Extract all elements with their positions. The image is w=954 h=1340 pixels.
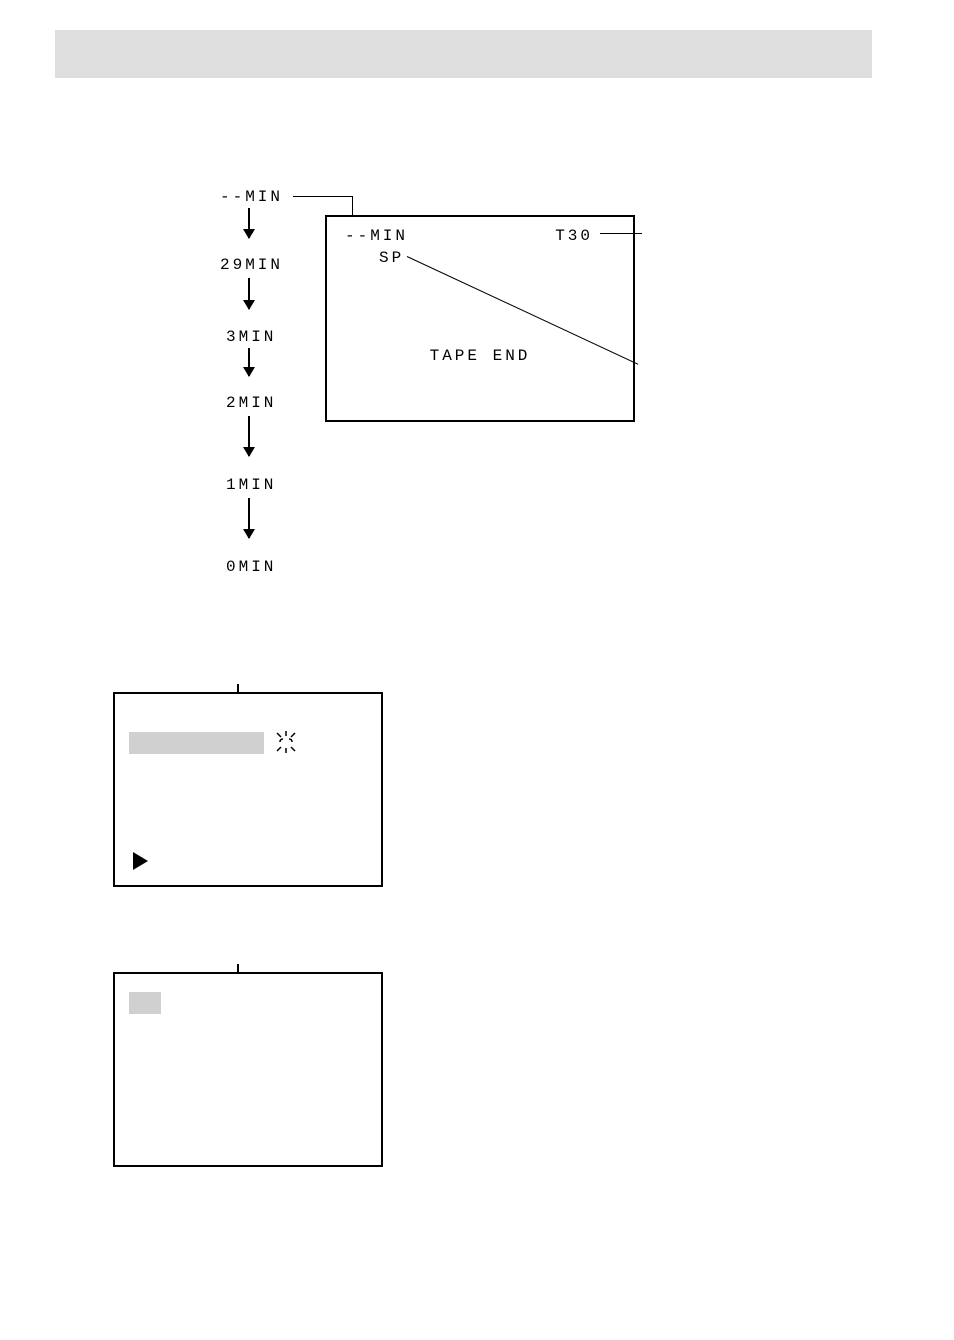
countdown-item: 1MIN	[226, 476, 276, 494]
display-top-left: --MIN	[345, 227, 408, 245]
panel-1	[113, 692, 383, 887]
down-arrow	[248, 348, 250, 376]
sparkle-icon	[273, 729, 299, 755]
grey-bar	[129, 732, 264, 754]
down-arrow	[248, 498, 250, 538]
down-arrow	[248, 416, 250, 456]
display-sp: SP	[379, 249, 404, 267]
top-banner	[55, 30, 872, 78]
down-arrow	[248, 278, 250, 309]
connector-line	[352, 196, 353, 216]
down-arrow	[248, 208, 250, 238]
grey-square	[129, 992, 161, 1014]
play-icon	[133, 852, 148, 870]
top-tick	[237, 684, 239, 694]
connector-line	[600, 233, 642, 234]
countdown-item: 0MIN	[226, 558, 276, 576]
countdown-item: 29MIN	[220, 256, 283, 274]
countdown-item: 2MIN	[226, 394, 276, 412]
connector-line	[293, 196, 353, 197]
panel-2	[113, 972, 383, 1167]
countdown-item: 3MIN	[226, 328, 276, 346]
top-tick	[237, 964, 239, 974]
display-center: TAPE END	[327, 347, 633, 365]
countdown-item: --MIN	[220, 188, 283, 206]
display-top-right: T30	[555, 227, 593, 245]
display-box: --MIN T30 SP TAPE END	[325, 215, 635, 422]
